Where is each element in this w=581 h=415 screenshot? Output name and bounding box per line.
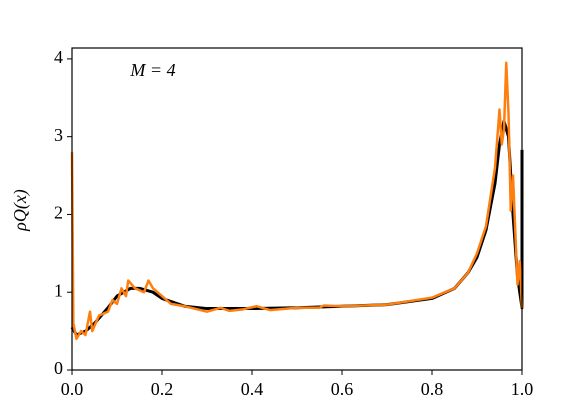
y-tick-label: 2 [54, 203, 63, 223]
y-tick-label: 3 [54, 125, 63, 145]
x-tick-label: 0.0 [61, 379, 84, 399]
line [70, 119, 524, 337]
plot-frame [71, 47, 523, 371]
annotation: M = 4 [129, 60, 175, 80]
x-tick-label: 0.8 [421, 379, 444, 399]
y-tick-label: 0 [54, 358, 63, 378]
x-tick-label: 0.6 [331, 379, 354, 399]
x-tick-label: 0.2 [151, 379, 174, 399]
y-tick-label: 4 [54, 47, 63, 67]
y-tick-label: 1 [54, 280, 63, 300]
y-axis-label: ρQ(x) [10, 189, 31, 232]
x-tick-label: 1.0 [511, 379, 534, 399]
x-tick-label: 0.4 [241, 379, 264, 399]
line [70, 61, 524, 341]
